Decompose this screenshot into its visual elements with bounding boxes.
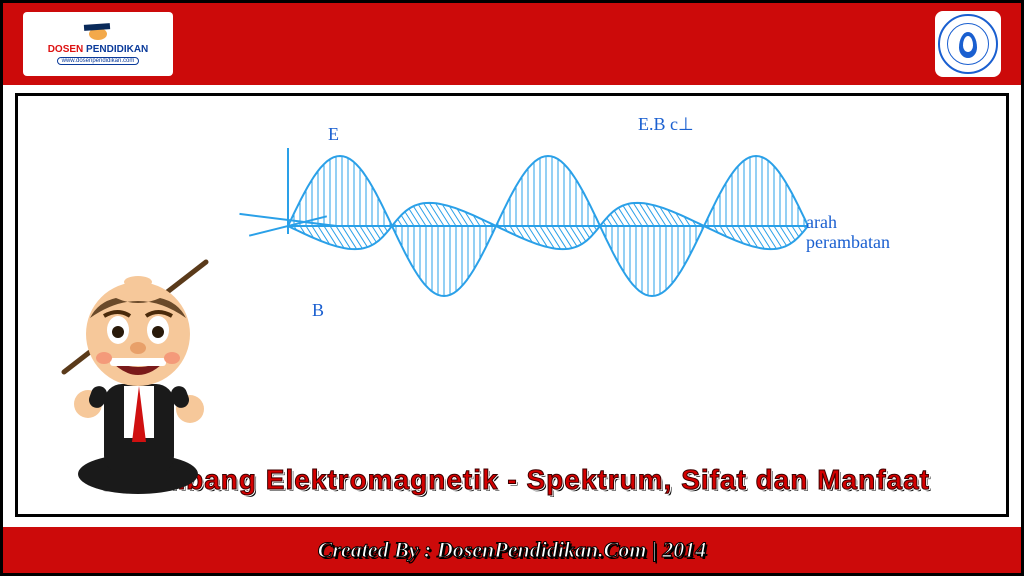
logo-word-1: DOSEN <box>48 44 84 55</box>
em-wave-diagram <box>238 106 848 366</box>
footer-bar: Created By : DosenPendidikan.Com | 2014 <box>3 527 1021 573</box>
logo-url: www.dosenpendidikan.com <box>57 57 140 65</box>
logo-word-2: PENDIDIKAN <box>86 44 148 55</box>
card-frame: DOSEN PENDIDIKAN www.dosenpendidikan.com… <box>0 0 1024 576</box>
logo-kemendikbud <box>935 11 1001 77</box>
label-e: E <box>328 124 339 145</box>
logo-dosen-pendidikan: DOSEN PENDIDIKAN www.dosenpendidikan.com <box>23 12 173 76</box>
label-ebc: E.B c⊥ <box>638 114 694 135</box>
label-arah-1: arah <box>806 212 837 233</box>
header-bar: DOSEN PENDIDIKAN www.dosenpendidikan.com <box>3 3 1021 85</box>
label-b: B <box>312 300 324 321</box>
graduation-icon <box>84 24 112 44</box>
footer-text: Created By : DosenPendidikan.Com | 2014 <box>318 537 707 563</box>
content-panel: E B E.B c⊥ arah perambatan Gelombang Ele… <box>15 93 1009 517</box>
logo-text: DOSEN PENDIDIKAN <box>48 44 149 55</box>
teacher-character-icon <box>38 244 248 504</box>
label-arah-2: perambatan <box>806 232 890 253</box>
badge-icon <box>938 14 998 74</box>
